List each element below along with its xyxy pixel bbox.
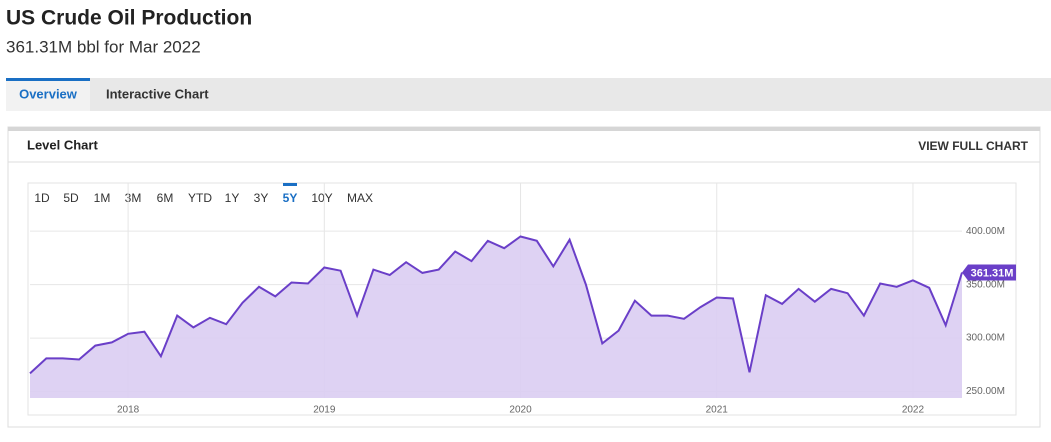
tab-active-bg [6,78,90,111]
range-button[interactable]: 1Y [225,191,240,205]
chart-frame [27,182,1017,416]
tab-active-indicator [6,78,90,81]
panel-top-border [8,127,1040,131]
tab[interactable]: Overview [19,86,78,101]
range-button[interactable]: MAX [347,191,373,205]
range-button[interactable]: 3Y [254,191,269,205]
range-button[interactable]: 6M [157,191,174,205]
tab[interactable]: Interactive Chart [106,86,209,101]
tab-bar [6,78,1051,111]
y-tick-label: 250.00M [966,386,1005,397]
value-badge [962,264,1016,281]
page-title: US Crude Oil Production [6,7,252,30]
view-full-chart[interactable]: VIEW FULL CHART [918,139,1028,153]
y-tick-label: 350.00M [966,279,1005,290]
range-button[interactable]: 1D [34,191,50,205]
value-label: 361.31M [971,267,1014,279]
x-tick-label: 2022 [902,405,925,416]
range-button[interactable]: YTD [188,191,212,205]
range-button[interactable]: 1M [94,191,111,205]
range-button[interactable]: 10Y [311,191,332,205]
x-tick-label: 2021 [706,405,729,416]
range-active-indicator [283,183,297,186]
line [29,235,963,375]
area [30,236,962,398]
x-tick-label: 2018 [117,405,140,416]
range-button[interactable]: 5D [63,191,79,205]
y-tick-label: 300.00M [966,333,1005,344]
range-button[interactable]: 5Y [283,191,298,205]
page-subtitle: 361.31M bbl for Mar 2022 [6,37,201,56]
y-tick-label: 400.00M [966,226,1005,237]
range-button[interactable]: 3M [125,191,142,205]
x-tick-label: 2019 [313,405,336,416]
panel-title: Level Chart [27,137,98,152]
x-tick-label: 2020 [509,405,532,416]
